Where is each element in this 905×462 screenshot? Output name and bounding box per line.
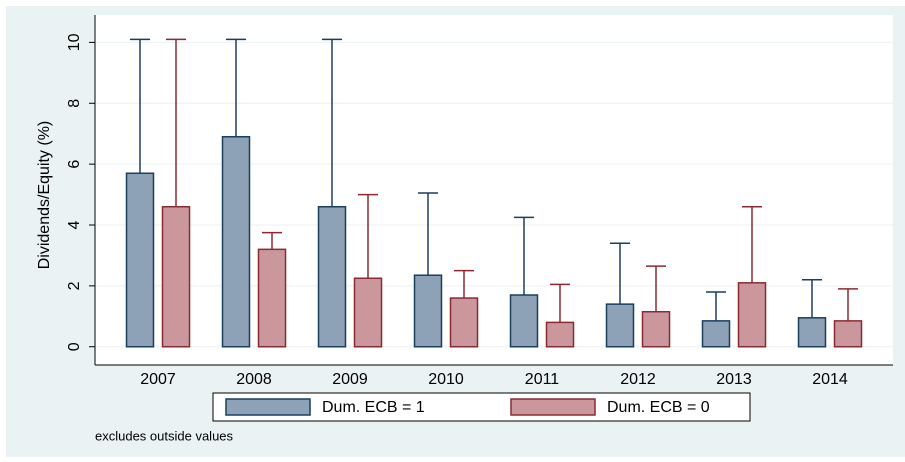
box	[605, 303, 635, 348]
legend-label: Dum. ECB = 0	[607, 399, 710, 416]
box	[545, 321, 575, 348]
box	[833, 320, 863, 348]
legend-label: Dum. ECB = 1	[322, 399, 425, 416]
box	[449, 297, 479, 348]
box	[737, 282, 767, 348]
box	[353, 277, 383, 348]
y-tick-label: 2	[66, 281, 83, 290]
box	[641, 310, 671, 348]
x-tick-label: 2014	[812, 371, 848, 388]
x-tick-label: 2013	[716, 371, 752, 388]
note: excludes outside values	[95, 428, 234, 443]
y-axis-label: Dividends/Equity (%)	[36, 121, 53, 270]
y-tick-label: 6	[66, 160, 83, 169]
plot-area	[95, 15, 893, 365]
box	[221, 135, 251, 348]
legend-swatch	[225, 398, 311, 416]
y-tick-label: 8	[66, 99, 83, 108]
x-tick-label: 2009	[332, 371, 368, 388]
y-tick-label: 10	[66, 33, 83, 51]
x-tick-label: 2010	[428, 371, 464, 388]
x-tick-label: 2007	[140, 371, 176, 388]
y-tick-label: 4	[66, 220, 83, 229]
x-tick-label: 2011	[525, 371, 560, 388]
y-tick-label: 0	[66, 342, 83, 351]
box	[797, 317, 827, 348]
box	[701, 320, 731, 348]
legend-swatch	[510, 398, 596, 416]
box	[509, 294, 539, 348]
x-tick-label: 2008	[236, 371, 272, 388]
x-tick-label: 2012	[620, 371, 656, 388]
box	[317, 205, 347, 348]
box	[257, 248, 287, 348]
box	[413, 274, 443, 348]
box	[161, 205, 191, 348]
box	[125, 172, 155, 348]
